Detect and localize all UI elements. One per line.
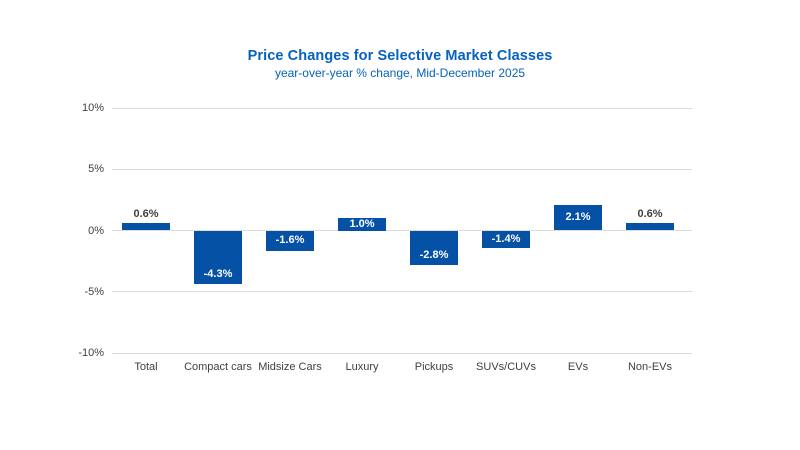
bar-midsize-cars: -1.6%: [266, 231, 314, 251]
x-label-compact-cars: Compact cars: [184, 361, 252, 373]
bar-value-label-evs: 2.1%: [565, 211, 591, 224]
bar-value-label-luxury: 1.0%: [349, 217, 375, 230]
bar-pickups: -2.8%: [410, 231, 458, 266]
x-label-suvs-cuvs: SUVs/CUVs: [476, 361, 536, 373]
x-label-luxury: Luxury: [345, 361, 379, 373]
chart-subtitle: year-over-year % change, Mid-December 20…: [274, 66, 526, 80]
footer: Cox AUTOMOTIVE M Manheim by Cox Automoti…: [0, 380, 800, 425]
x-label-midsize-cars: Midsize Cars: [258, 361, 322, 373]
y-tick-label--5%: -5%: [84, 285, 104, 298]
gridline-10%: [112, 107, 692, 109]
y-tick-label-5%: 5%: [88, 163, 104, 176]
x-label-total: Total: [134, 361, 158, 373]
gridline-0%: [112, 230, 692, 231]
bar-value-label-midsize-cars: -1.6%: [275, 234, 305, 247]
bar-value-label-non-evs: 0.6%: [637, 208, 663, 221]
bar-suvs-cuvs: -1.4%: [482, 231, 530, 249]
gridline-5%: [112, 168, 692, 170]
y-tick-label-0%: 0%: [88, 224, 104, 237]
bar-total: [122, 223, 170, 231]
plot-area: 10% 5% 0% -5% -10% 0.6% -4.3% -1.6% 1.0% -2.8% -1…: [78, 102, 692, 373]
bar-compact-cars: -4.3%: [194, 231, 242, 284]
x-label-non-evs: Non-EVs: [627, 361, 673, 373]
y-tick-label-10%: 10%: [81, 102, 104, 114]
bar-value-label-pickups: -2.8%: [419, 249, 449, 262]
x-label-evs: EVs: [567, 361, 589, 373]
bar-value-label-total: 0.6%: [133, 208, 159, 221]
bar-evs: 2.1%: [554, 204, 602, 231]
gridline--5%: [112, 291, 692, 293]
bar-value-label-suvs-cuvs: -1.4%: [491, 233, 521, 246]
bar-non-evs: [626, 223, 674, 231]
gridline--10%: [112, 352, 692, 354]
bar-value-label-compact-cars: -4.3%: [203, 267, 233, 280]
chart-title: Price Changes for Selective Market Class…: [247, 48, 553, 64]
y-tick-label--10%: -10%: [78, 347, 104, 359]
x-label-pickups: Pickups: [414, 361, 454, 373]
bar-luxury: 1.0%: [338, 217, 386, 231]
